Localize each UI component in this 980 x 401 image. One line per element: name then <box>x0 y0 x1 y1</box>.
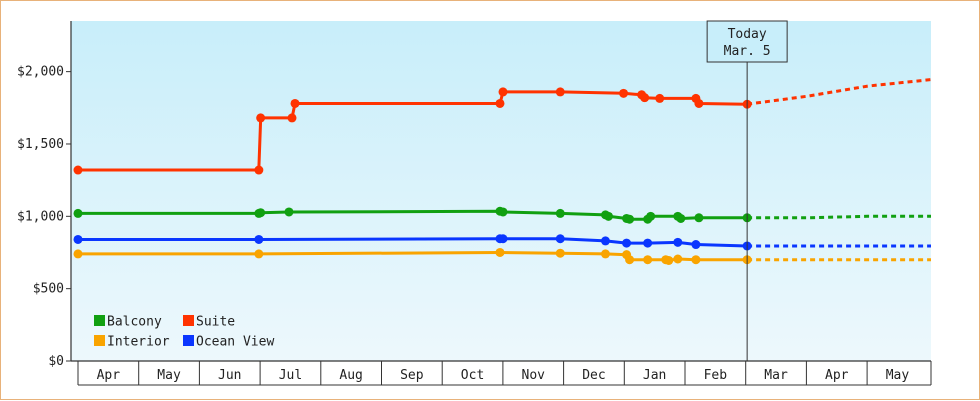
x-tick-label: Sep <box>400 368 424 383</box>
data-point <box>73 234 83 244</box>
series-interior <box>73 247 931 265</box>
y-axis: $0 $500 $1,000 $1,500 $2,000 <box>17 21 72 369</box>
data-point <box>694 213 704 223</box>
legend-label: Interior <box>107 335 170 350</box>
data-point <box>655 93 665 103</box>
data-point <box>284 207 294 217</box>
x-tick-label: Jan <box>643 368 666 383</box>
legend-item-ocean-view: Ocean View <box>183 335 274 350</box>
data-point <box>555 248 565 258</box>
series-layer <box>73 78 932 265</box>
legend-item-interior: Interior <box>94 335 170 350</box>
data-point <box>603 211 613 221</box>
data-point <box>673 254 683 264</box>
legend-item-suite: Suite <box>183 315 235 330</box>
data-point <box>622 238 632 248</box>
data-point <box>676 213 686 223</box>
data-point <box>555 234 565 244</box>
data-point <box>254 249 264 259</box>
legend-swatch <box>183 335 194 346</box>
data-point <box>498 87 508 97</box>
today-date-label: Mar. 5 <box>724 44 771 59</box>
data-point <box>254 234 264 244</box>
data-point <box>498 234 508 244</box>
y-tick-label: $500 <box>33 282 64 297</box>
data-point <box>290 98 300 108</box>
data-point <box>691 255 701 265</box>
data-point <box>73 165 83 175</box>
x-tick-label: Oct <box>461 368 484 383</box>
today-label: Today <box>728 27 767 42</box>
data-point <box>625 214 635 224</box>
x-tick-label: May <box>157 368 181 383</box>
y-tick-label: $1,500 <box>17 137 64 152</box>
series-suite <box>73 78 932 175</box>
y-tick-label: $0 <box>48 354 64 369</box>
x-axis: Apr May Jun Jul Aug Sep Oct Nov Dec Jan Feb Mar Apr M… <box>71 360 932 386</box>
y-tick-label: $2,000 <box>17 65 64 80</box>
data-point <box>600 249 610 259</box>
data-point <box>640 93 650 103</box>
x-tick-label: Nov <box>522 368 546 383</box>
x-tick-label: Dec <box>582 368 605 383</box>
x-tick-label: Aug <box>339 368 362 383</box>
data-point <box>600 236 610 246</box>
legend: Balcony Suite Interior Ocean View <box>94 315 274 350</box>
x-tick-label: Mar <box>764 368 788 383</box>
x-tick-label: May <box>886 368 910 383</box>
legend-swatch <box>183 315 194 326</box>
data-point <box>643 238 653 248</box>
x-tick-label: Jul <box>279 368 302 383</box>
legend-label: Balcony <box>107 315 162 330</box>
x-tick-label: Jun <box>218 368 241 383</box>
legend-swatch <box>94 335 105 346</box>
x-tick-label: Feb <box>704 368 728 383</box>
data-point <box>625 255 635 265</box>
data-point <box>646 211 656 221</box>
data-point <box>254 165 264 175</box>
data-point <box>664 255 674 265</box>
y-tick-label: $1,000 <box>17 209 64 224</box>
legend-swatch <box>94 315 105 326</box>
data-point <box>73 208 83 218</box>
data-point <box>256 208 266 218</box>
x-tick-label: Apr <box>825 368 849 383</box>
data-point <box>495 98 505 108</box>
series-ocean-view <box>73 234 931 251</box>
data-point <box>256 113 266 123</box>
data-point <box>498 207 508 217</box>
forecast-line <box>746 78 932 106</box>
data-point <box>691 240 701 250</box>
forecast-line <box>747 214 931 220</box>
plot-area <box>71 21 931 361</box>
legend-item-balcony: Balcony <box>94 315 162 330</box>
data-point <box>555 87 565 97</box>
data-point <box>619 88 629 98</box>
legend-label: Suite <box>196 315 235 330</box>
x-tick-label: Apr <box>97 368 121 383</box>
data-point <box>555 208 565 218</box>
data-point <box>694 98 704 108</box>
series-balcony <box>73 206 931 224</box>
data-point <box>673 237 683 247</box>
legend-label: Ocean View <box>196 335 274 350</box>
today-box <box>706 20 788 63</box>
data-point <box>287 113 297 123</box>
today-marker: Today Mar. 5 <box>706 20 788 361</box>
data-point <box>73 249 83 259</box>
data-point <box>495 247 505 257</box>
data-point <box>643 255 653 265</box>
